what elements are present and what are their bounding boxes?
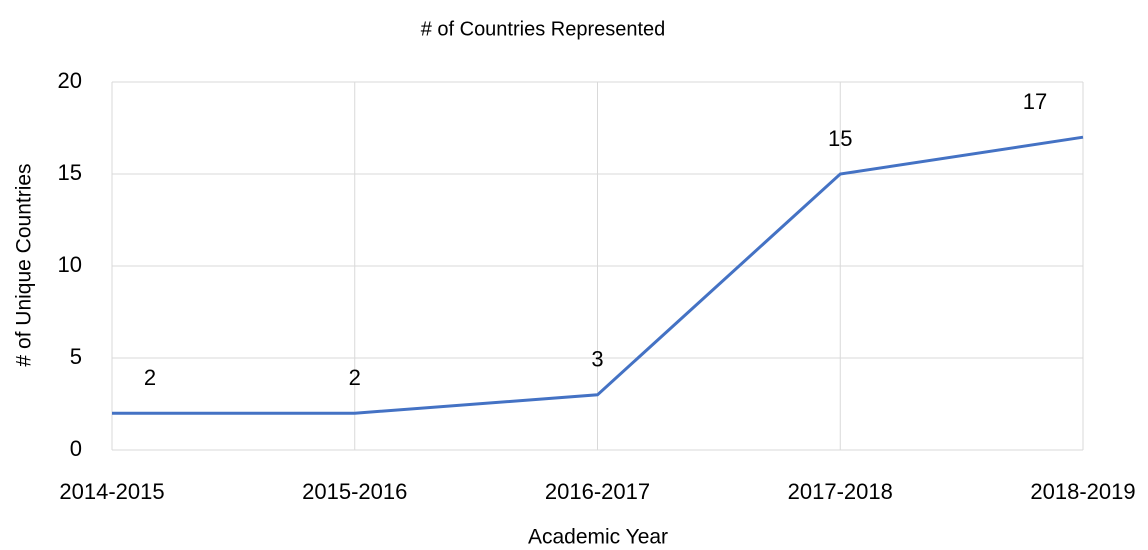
line xyxy=(112,135,1084,415)
x-tick-label: 2016-2017 xyxy=(545,479,650,504)
data-label: 2 xyxy=(349,365,361,390)
x-axis-title: Academic Year xyxy=(528,526,668,549)
y-tick-label: 15 xyxy=(58,160,82,185)
x-tick-label: 2017-2018 xyxy=(788,479,893,504)
y-tick-label: 0 xyxy=(70,436,82,461)
x-tick-label: 2015-2016 xyxy=(302,479,407,504)
data-label: 3 xyxy=(591,347,603,372)
y-tick-label: 10 xyxy=(58,252,82,277)
chart-title: # of Countries Represented xyxy=(421,18,666,40)
y-tick-label: 20 xyxy=(58,68,82,93)
y-tick-label: 5 xyxy=(70,344,82,369)
data-label: 17 xyxy=(1023,89,1047,114)
y-axis-title: # of Unique Countries xyxy=(13,163,36,366)
data-label: 2 xyxy=(144,365,156,390)
x-tick-label: 2018-2019 xyxy=(1030,479,1135,504)
data-label: 15 xyxy=(828,126,852,151)
x-tick-label: 2014-2015 xyxy=(59,479,164,504)
